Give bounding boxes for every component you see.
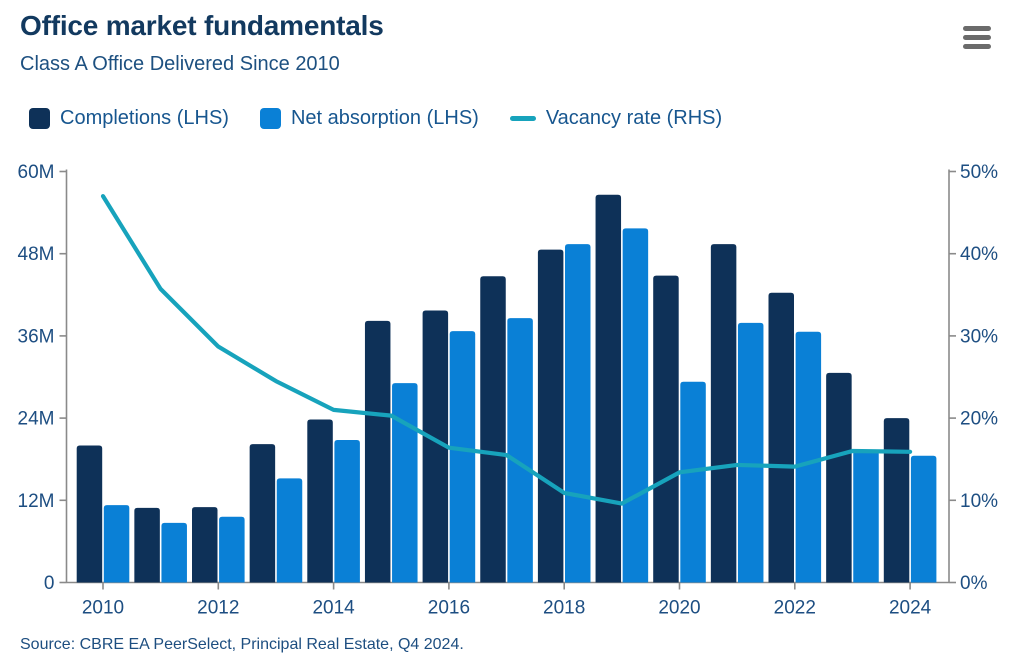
bar-completions-2013 — [249, 444, 276, 583]
bar-net-absorption-2018 — [565, 244, 591, 583]
x-axis-label: 2018 — [543, 598, 585, 619]
right-y-axis-label: 30% — [960, 326, 998, 347]
x-axis-label: 2022 — [774, 598, 816, 619]
left-y-axis-label: 36M — [18, 326, 55, 347]
bar-net-absorption-2013 — [276, 478, 303, 583]
page-title: Office market fundamentals — [20, 10, 384, 41]
x-axis-label: 2016 — [428, 598, 470, 619]
bar-net-absorption-2023 — [853, 450, 879, 583]
bar-net-absorption-2022 — [795, 331, 822, 583]
right-y-axis-label: 10% — [960, 491, 998, 512]
x-axis-label: 2014 — [312, 598, 355, 619]
legend-label-net-absorption: Net absorption (LHS) — [290, 107, 479, 129]
hamburger-menu-icon[interactable] — [963, 26, 991, 49]
vacancy-rate-line-swatch-icon — [509, 116, 536, 121]
bar-net-absorption-2012 — [219, 516, 245, 583]
bar-completions-2014 — [307, 419, 333, 583]
bar-completions-2021 — [710, 244, 737, 583]
x-axis-label: 2012 — [197, 598, 239, 619]
bar-net-absorption-2015 — [392, 383, 418, 583]
bar-net-absorption-2016 — [449, 331, 476, 583]
completions-swatch-icon — [29, 108, 50, 129]
x-axis-label: 2020 — [658, 598, 700, 619]
left-y-axis-label: 0 — [44, 573, 55, 594]
left-y-axis-label: 12M — [18, 491, 55, 512]
bar-completions-2015 — [364, 320, 391, 583]
bar-completions-2023 — [826, 372, 852, 583]
bar-net-absorption-2020 — [680, 381, 706, 583]
bar-net-absorption-2017 — [507, 318, 533, 583]
bar-completions-2016 — [422, 310, 449, 583]
bar-completions-2024 — [883, 418, 910, 583]
right-y-axis-label: 40% — [960, 244, 998, 265]
chart-subtitle: Class A Office Delivered Since 2010 — [20, 53, 340, 75]
right-y-axis-label: 0% — [960, 573, 988, 594]
chart-legend: Completions (LHS) Net absorption (LHS) V… — [29, 107, 753, 130]
bar-net-absorption-2021 — [737, 322, 764, 583]
source-note: Source: CBRE EA PeerSelect, Principal Re… — [20, 636, 464, 653]
net-absorption-swatch-icon — [259, 108, 281, 129]
bar-net-absorption-2010 — [103, 505, 130, 583]
left-y-axis-label: 48M — [18, 244, 55, 265]
bar-completions-2017 — [480, 276, 506, 583]
bar-net-absorption-2014 — [334, 440, 360, 583]
vacancy-rate-line — [100, 194, 913, 506]
bar-completions-2010 — [76, 445, 103, 583]
legend-label-vacancy-rate: Vacancy rate (RHS) — [545, 107, 723, 129]
x-axis-label: 2010 — [82, 598, 124, 619]
legend-item-vacancy-rate[interactable]: Vacancy rate (RHS) — [509, 107, 723, 130]
legend-label-completions: Completions (LHS) — [60, 107, 229, 129]
bar-net-absorption-2024 — [910, 455, 937, 583]
bar-completions-2018 — [537, 249, 564, 583]
left-y-axis-label: 24M — [18, 409, 55, 430]
chart-canvas: 0 0% 12M 10% 24M 20% 36M 30% 48M 40% 60M 50% 2010 201… — [18, 162, 999, 619]
bar-completions-2011 — [134, 507, 160, 583]
bar-completions-2020 — [653, 275, 679, 583]
x-axis-label: 2024 — [889, 598, 932, 619]
right-y-axis-label: 20% — [960, 409, 998, 430]
legend-item-completions[interactable]: Completions (LHS) — [29, 107, 229, 130]
menu-bar — [963, 35, 991, 40]
menu-bar — [963, 44, 991, 49]
bar-completions-2019 — [595, 194, 622, 583]
bar-completions-2012 — [192, 507, 218, 583]
bar-net-absorption-2019 — [622, 228, 649, 583]
menu-bar — [963, 26, 991, 31]
bar-net-absorption-2011 — [161, 522, 187, 583]
bar-completions-2022 — [768, 292, 794, 583]
left-y-axis-label: 60M — [18, 162, 55, 183]
right-y-axis-label: 50% — [960, 162, 998, 183]
legend-item-net-absorption[interactable]: Net absorption (LHS) — [259, 107, 479, 130]
